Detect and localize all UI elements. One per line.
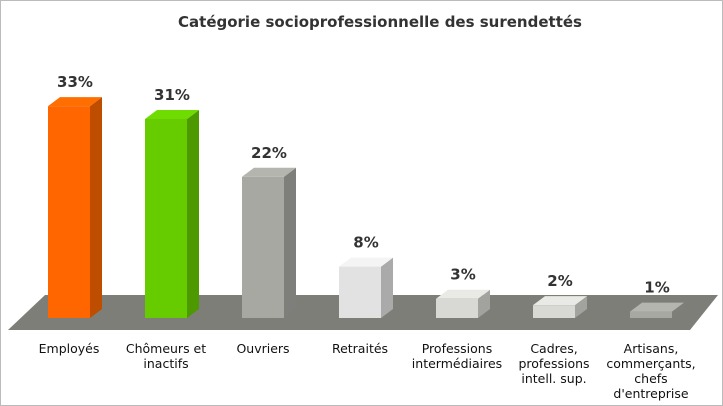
bar-top (48, 97, 102, 107)
bar-top (242, 167, 296, 177)
bar-front (145, 118, 187, 318)
value-label: 3% (450, 266, 475, 284)
bar-side (90, 97, 102, 318)
chart-title: Catégorie socioprofessionnelle des suren… (178, 13, 582, 31)
x-tick-label: Professions intermédiaires (411, 341, 503, 371)
bar (48, 97, 102, 318)
bar-side (284, 167, 296, 318)
bar-front (630, 311, 672, 318)
bar-side (187, 109, 199, 318)
bar (630, 302, 684, 318)
x-tick-label: Cadres, professions intell. sup. (518, 341, 590, 386)
value-label: 33% (57, 73, 93, 91)
bar-side (575, 296, 587, 318)
x-tick-label: Ouvriers (236, 341, 290, 356)
x-tick-label: Retraités (331, 341, 389, 356)
bar-top (533, 296, 587, 306)
value-label: 22% (251, 144, 287, 162)
value-label: 1% (644, 279, 669, 297)
bar-front (242, 176, 284, 318)
bar (339, 257, 393, 318)
bar-front (339, 266, 381, 318)
bar-front (48, 106, 90, 318)
x-tick-label: Employés (38, 341, 100, 356)
bar (145, 109, 199, 318)
bar-side (478, 289, 490, 318)
x-tick-label: Chômeurs et inactifs (125, 341, 207, 371)
bar-top (436, 289, 490, 299)
bar (436, 289, 490, 318)
bar (242, 167, 296, 318)
value-label: 2% (547, 272, 572, 290)
bar-top (630, 302, 684, 312)
value-label: 31% (154, 86, 190, 104)
value-label: 8% (353, 234, 378, 252)
bar-front (533, 305, 575, 318)
bar-side (672, 302, 684, 318)
bar-top (339, 257, 393, 267)
bar-side (381, 257, 393, 318)
bar-front (436, 298, 478, 318)
bar (533, 296, 587, 318)
bar-top (145, 109, 199, 119)
x-tick-label: Artisans, commerçants, chefs d'entrepris… (606, 341, 696, 401)
